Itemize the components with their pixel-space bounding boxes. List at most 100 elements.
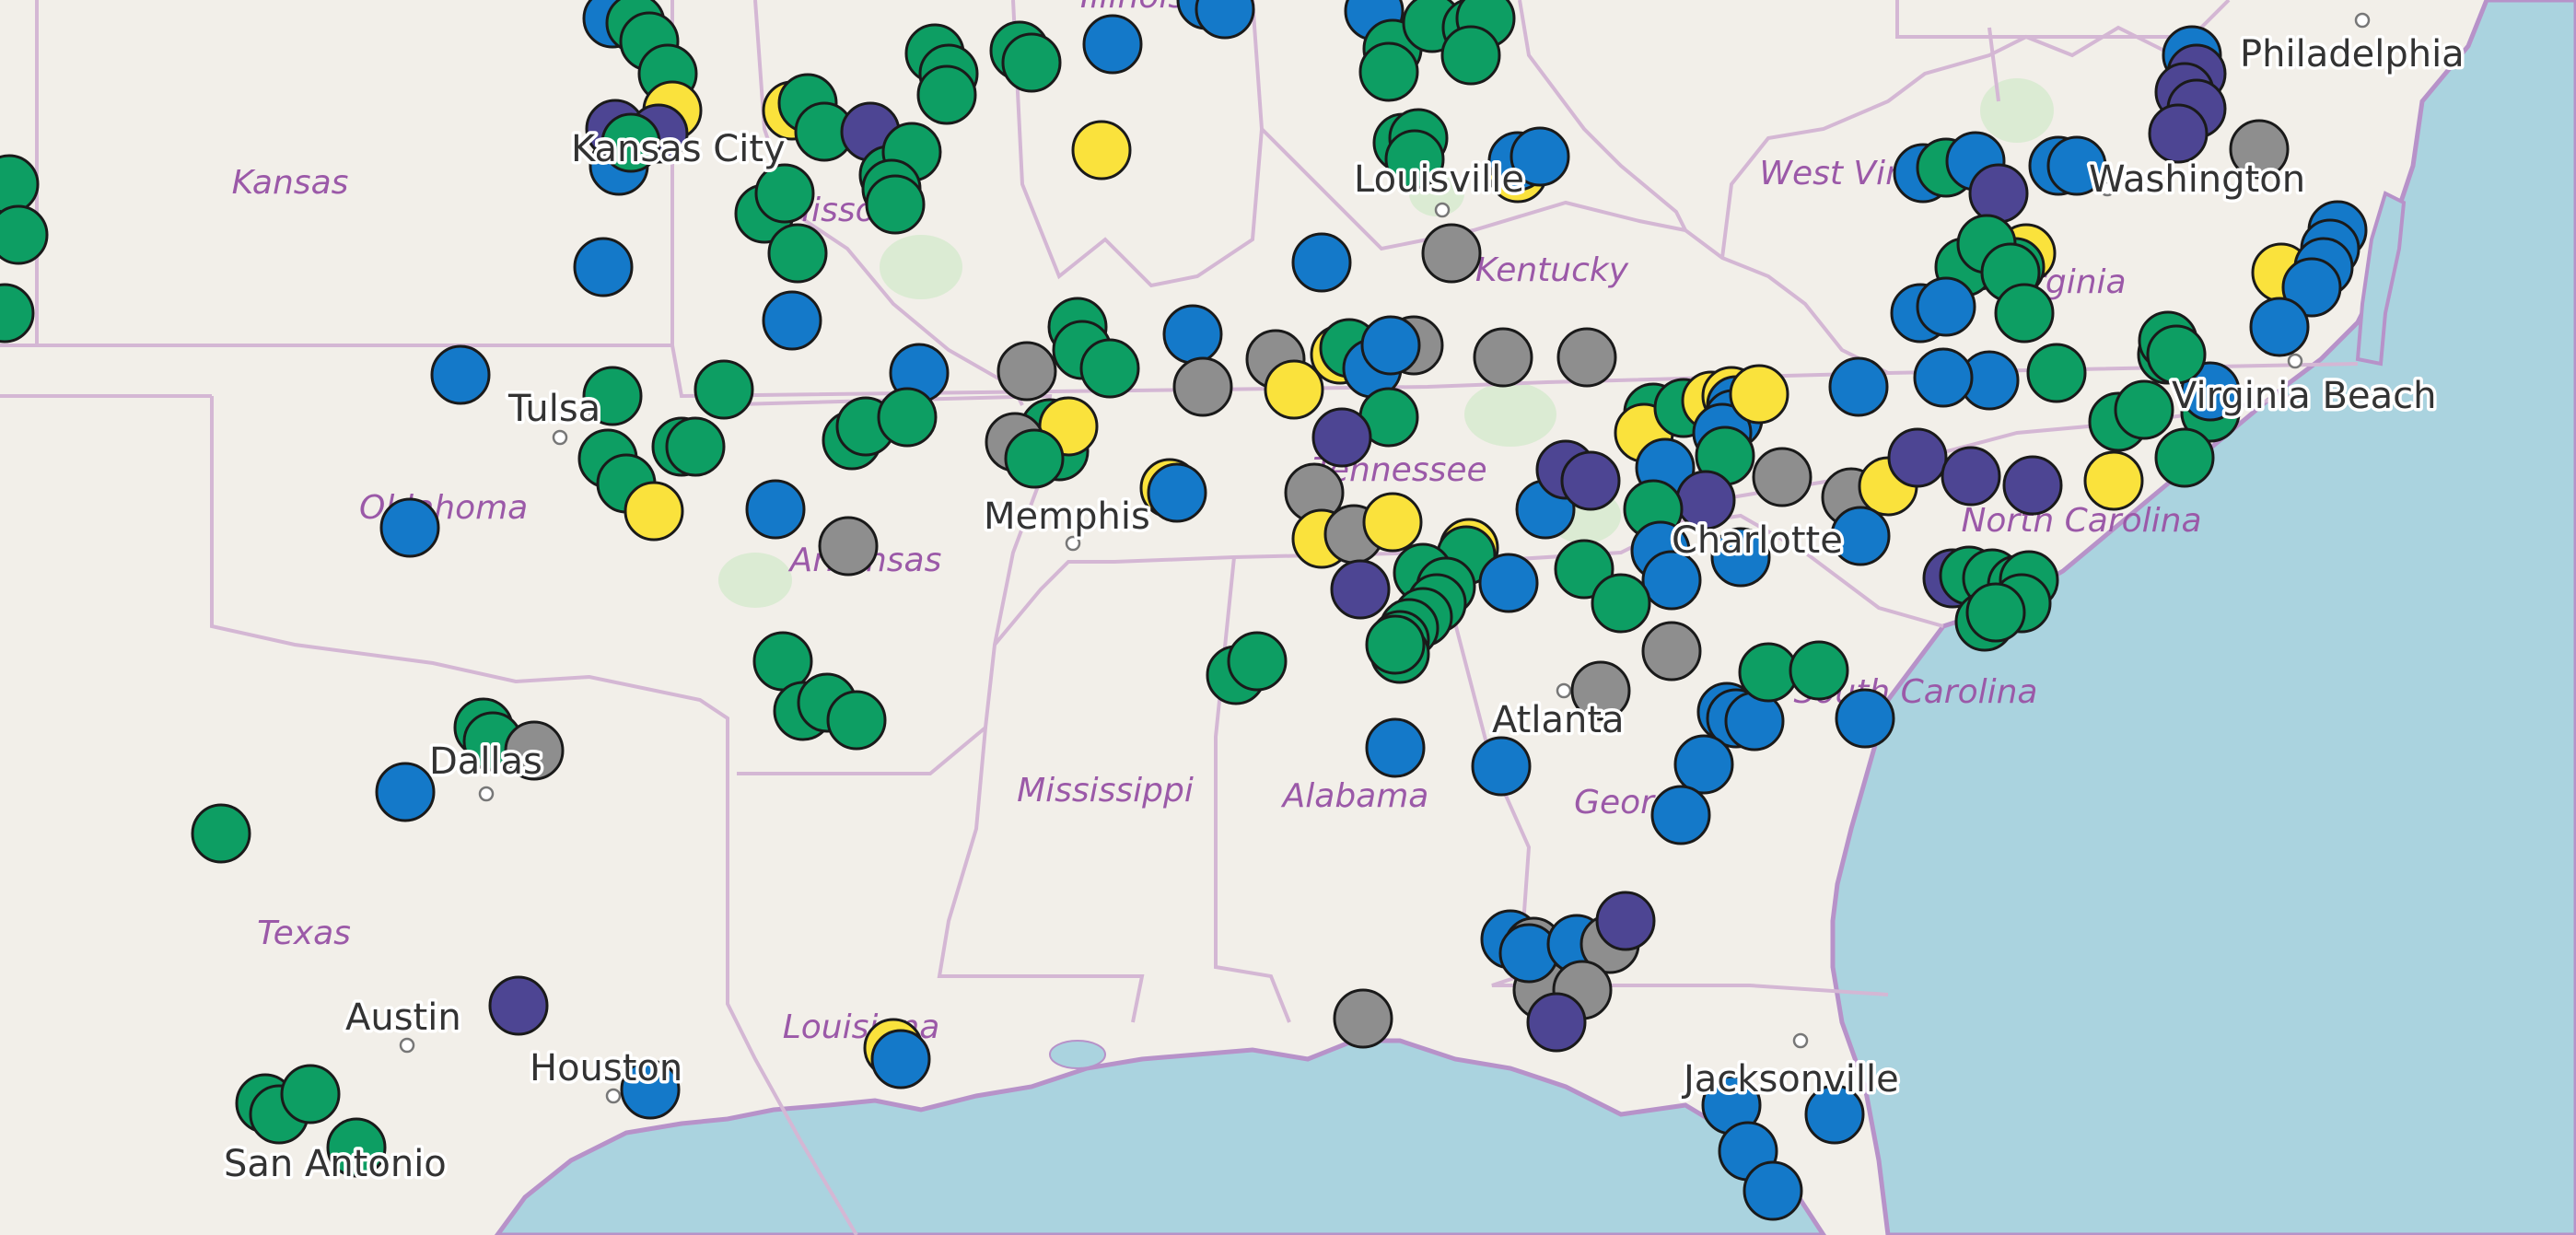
map-marker-yellow[interactable]: [624, 481, 684, 542]
map-marker-green[interactable]: [916, 64, 977, 125]
map-marker-blue[interactable]: [1365, 717, 1426, 778]
map-marker-green[interactable]: [1994, 283, 2055, 344]
map-marker-blue[interactable]: [1195, 0, 1255, 40]
map-marker-green[interactable]: [0, 283, 35, 344]
map-marker-yellow[interactable]: [1362, 492, 1423, 553]
map-marker-blue[interactable]: [1743, 1160, 1803, 1221]
map-marker-blue[interactable]: [1291, 232, 1352, 293]
map-marker-purple[interactable]: [2148, 103, 2209, 164]
map-marker-blue[interactable]: [1478, 553, 1539, 613]
state-label-alabama: Alabama: [1281, 777, 1429, 815]
map-marker-blue[interactable]: [1830, 506, 1891, 566]
map-marker-blue[interactable]: [1082, 14, 1143, 75]
map-marker-purple[interactable]: [2002, 455, 2063, 516]
map-marker-blue[interactable]: [1835, 688, 1895, 749]
map-marker-purple[interactable]: [1887, 427, 1948, 488]
map-marker-blue[interactable]: [2046, 135, 2107, 196]
map-marker-purple[interactable]: [1560, 450, 1621, 511]
map-marker-yellow[interactable]: [1071, 120, 1132, 181]
map-marker-blue[interactable]: [2281, 257, 2342, 318]
map-marker-blue[interactable]: [1641, 550, 1702, 611]
map-marker-gray[interactable]: [1556, 327, 1617, 388]
map-marker-green[interactable]: [326, 1117, 387, 1178]
map-marker-gray[interactable]: [1641, 621, 1702, 682]
map-marker-blue[interactable]: [1147, 462, 1207, 523]
map-marker-yellow[interactable]: [1729, 364, 1789, 425]
map-marker-gray[interactable]: [1172, 356, 1233, 417]
city-label-virginia-beach: Virginia Beach: [2172, 375, 2436, 417]
map-marker-purple[interactable]: [1595, 891, 1656, 951]
map-marker-purple[interactable]: [1968, 163, 2029, 224]
map-marker-blue[interactable]: [1804, 1084, 1865, 1145]
map-marker-green[interactable]: [1738, 642, 1799, 703]
map-marker-purple[interactable]: [1526, 992, 1587, 1053]
map-marker-green[interactable]: [280, 1064, 341, 1124]
map-marker-green[interactable]: [1440, 25, 1501, 86]
map-marker-blue[interactable]: [1673, 734, 1734, 795]
map-marker-green[interactable]: [600, 112, 661, 173]
map-marker-green[interactable]: [665, 416, 726, 477]
map-marker-green[interactable]: [582, 366, 643, 426]
map-marker-blue[interactable]: [1360, 315, 1421, 376]
map-marker-purple[interactable]: [1311, 407, 1372, 468]
map-marker-blue[interactable]: [870, 1029, 931, 1089]
map-marker-green[interactable]: [191, 803, 251, 864]
map-marker-blue[interactable]: [745, 479, 806, 540]
map-marker-blue[interactable]: [573, 237, 634, 297]
map-marker-green[interactable]: [1965, 582, 2026, 643]
map-marker-gray[interactable]: [1570, 660, 1631, 721]
map-marker-gray[interactable]: [504, 720, 565, 781]
map-marker-blue[interactable]: [1916, 276, 1976, 337]
map-marker-blue[interactable]: [1509, 126, 1570, 187]
map-marker-purple[interactable]: [1941, 446, 2001, 507]
map-marker-green[interactable]: [877, 387, 938, 448]
map-marker-blue[interactable]: [430, 344, 491, 405]
map-marker-green[interactable]: [865, 174, 926, 235]
map-marker-blue[interactable]: [2249, 297, 2310, 357]
map-marker-green[interactable]: [754, 163, 815, 224]
map-marker-green[interactable]: [694, 359, 754, 420]
map-marker-gray[interactable]: [1421, 223, 1482, 284]
map-marker-yellow[interactable]: [1264, 359, 1324, 420]
map-marker-green[interactable]: [2114, 379, 2174, 440]
map-marker-green[interactable]: [1004, 428, 1065, 489]
map-marker-green[interactable]: [1358, 41, 1419, 102]
map-marker-blue[interactable]: [1913, 347, 1974, 408]
map-marker-purple[interactable]: [1330, 559, 1391, 620]
map-marker-gray[interactable]: [997, 341, 1057, 402]
map-marker-green[interactable]: [2154, 427, 2215, 488]
map-marker-purple[interactable]: [488, 975, 549, 1036]
map-marker-green[interactable]: [1227, 631, 1288, 692]
map-marker-gray[interactable]: [818, 516, 879, 577]
map-marker-blue[interactable]: [1650, 785, 1711, 845]
map-marker-green[interactable]: [767, 223, 828, 284]
map-marker-blue[interactable]: [379, 497, 440, 558]
map-marker-green[interactable]: [1079, 338, 1140, 399]
map-marker-green[interactable]: [2146, 324, 2207, 385]
map-marker-green[interactable]: [0, 204, 49, 265]
map-marker-blue[interactable]: [375, 762, 436, 822]
map-marker-green[interactable]: [1554, 539, 1614, 600]
map-marker-green[interactable]: [826, 690, 887, 751]
map-marker-green[interactable]: [1365, 614, 1426, 675]
map-marker-green[interactable]: [2026, 343, 2087, 403]
map-marker-green[interactable]: [1001, 32, 1062, 93]
map-marker-green[interactable]: [1384, 129, 1445, 190]
map-marker-blue[interactable]: [1162, 304, 1223, 365]
map-marker-blue[interactable]: [1828, 356, 1889, 417]
map-marker-gray[interactable]: [1752, 447, 1813, 507]
map-marker-gray[interactable]: [1473, 327, 1533, 388]
map-marker-blue[interactable]: [2180, 361, 2241, 422]
city-labels: Kansas City Tulsa Memphis Louisville Dal…: [221, 30, 2468, 1189]
map-marker-blue[interactable]: [620, 1059, 681, 1120]
map-marker-green[interactable]: [1789, 640, 1849, 701]
map-marker-green[interactable]: [1591, 573, 1651, 634]
map-marker-gray[interactable]: [1333, 988, 1393, 1049]
map-marker-blue[interactable]: [1471, 736, 1532, 797]
map-marker-yellow[interactable]: [2083, 450, 2144, 511]
map-marker-gray[interactable]: [2229, 119, 2290, 180]
map-marker-blue[interactable]: [1710, 527, 1771, 588]
map-marker-blue[interactable]: [762, 290, 822, 351]
